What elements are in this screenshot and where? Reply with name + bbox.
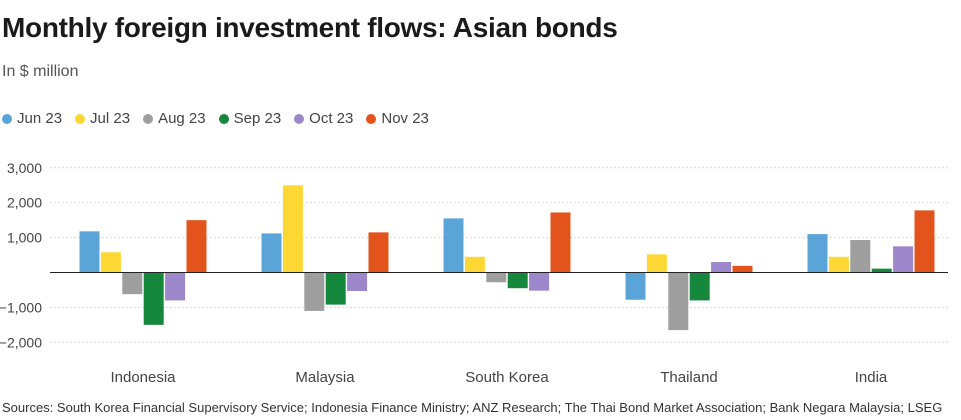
- bar: [646, 254, 667, 273]
- bar: [143, 272, 164, 325]
- bar: [486, 272, 507, 283]
- bar: [507, 272, 528, 289]
- chart-legend: Jun 23 Jul 23 Aug 23 Sep 23 Oct 23 Nov 23: [2, 110, 442, 127]
- legend-swatch: [143, 113, 154, 124]
- y-tick-label: −2,000: [0, 334, 42, 350]
- bar: [186, 220, 207, 273]
- y-tick-label: −1,000: [0, 299, 42, 315]
- bar: [122, 272, 143, 295]
- legend-swatch: [366, 113, 377, 124]
- bar: [282, 185, 303, 273]
- bar: [689, 272, 710, 301]
- bar: [625, 272, 646, 300]
- legend-swatch: [218, 113, 229, 124]
- legend-label: Nov 23: [381, 110, 429, 127]
- bar: [711, 262, 732, 273]
- bar: [828, 256, 849, 273]
- bar: [325, 272, 346, 305]
- bar: [550, 212, 571, 273]
- bar: [914, 210, 935, 273]
- bar: [304, 272, 325, 311]
- y-tick-label: 2,000: [7, 195, 42, 211]
- bar: [529, 272, 550, 291]
- bar: [79, 231, 100, 273]
- legend-label: Sep 23: [233, 110, 282, 127]
- bar: [871, 268, 892, 273]
- legend-item: Aug 23: [143, 110, 206, 127]
- bar: [668, 272, 689, 331]
- legend-item: Nov 23: [366, 110, 429, 127]
- legend-swatch: [75, 113, 86, 124]
- bar: [464, 256, 485, 273]
- legend-label: Aug 23: [158, 110, 206, 127]
- chart-subtitle: In $ million: [2, 63, 79, 80]
- y-tick-label: 1,000: [7, 230, 42, 246]
- x-category-label: South Korea: [465, 369, 549, 386]
- bar: [443, 218, 464, 273]
- x-category-label: India: [855, 369, 888, 386]
- bar: [165, 272, 186, 301]
- bar: [893, 246, 914, 273]
- source-note: Sources: South Korea Financial Superviso…: [2, 400, 943, 415]
- x-category-label: Thailand: [660, 369, 718, 386]
- legend-item: Jul 23: [75, 110, 130, 127]
- legend-item: Oct 23: [294, 110, 353, 127]
- legend-item: Jun 23: [2, 110, 62, 127]
- x-category-label: Indonesia: [110, 369, 176, 386]
- x-category-label: Malaysia: [295, 369, 355, 386]
- y-tick-label: 3,000: [7, 160, 42, 176]
- bar-chart: 3,000 2,000 1,000 −1,000 −2,000 Indonesia Mala…: [0, 160, 948, 386]
- bar: [100, 252, 121, 273]
- legend-swatch: [2, 113, 12, 124]
- bar: [732, 265, 753, 273]
- legend-label: Jun 23: [17, 110, 63, 127]
- bar: [368, 232, 389, 273]
- legend-item: Sep 23: [218, 110, 282, 127]
- legend-label: Jul 23: [90, 110, 131, 127]
- bar: [807, 234, 828, 273]
- bar: [850, 240, 871, 273]
- chart-title: Monthly foreign investment flows: Asian …: [2, 12, 618, 43]
- bar: [261, 233, 282, 273]
- legend-swatch: [294, 113, 305, 124]
- legend-label: Oct 23: [309, 110, 354, 127]
- bar: [347, 272, 368, 291]
